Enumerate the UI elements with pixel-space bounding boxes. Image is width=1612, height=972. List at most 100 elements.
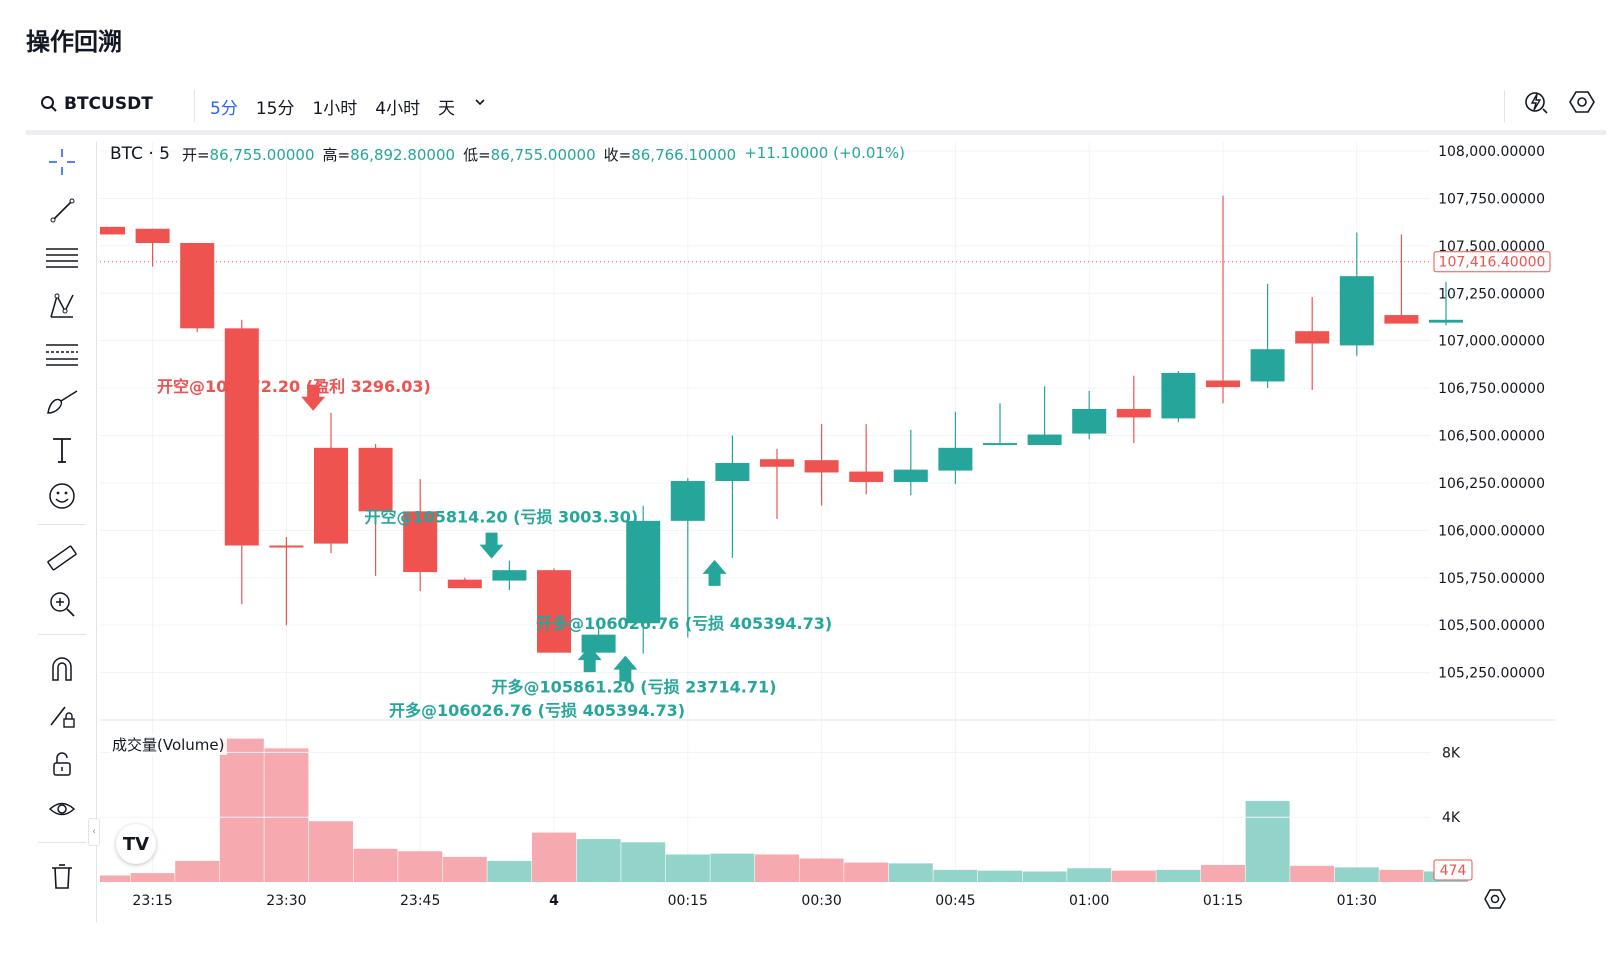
zoom-in-tool[interactable] <box>42 586 82 622</box>
time-tick-label: 23:45 <box>400 893 440 909</box>
magnet-tool[interactable] <box>42 650 82 686</box>
candle-body <box>492 570 527 581</box>
volume-bar <box>100 875 130 882</box>
candle-body <box>269 545 304 548</box>
last-volume-label: 474 <box>1440 863 1467 879</box>
last-volume-badge <box>1433 859 1473 881</box>
zoom-in-icon <box>50 592 75 617</box>
candle-body <box>1384 315 1419 324</box>
eye-icon <box>48 802 76 816</box>
legend-symbol: BTC · 5 <box>110 144 170 164</box>
candle-body <box>1250 349 1285 382</box>
interval-1h[interactable]: 1小时 <box>312 99 358 119</box>
legend-high: 高=86,892.80000 <box>322 146 456 164</box>
tool-divider <box>38 524 86 525</box>
sell-marker-arrow <box>301 384 326 411</box>
crosshair-tool[interactable] <box>42 144 82 180</box>
time-tick-label: 00:45 <box>935 893 975 909</box>
volume-bar <box>1290 865 1335 882</box>
pattern-icon <box>50 293 74 318</box>
trade-marker-label: 开多@105861.20 (亏损 23714.71) <box>492 677 777 696</box>
time-tick-label: 4 <box>549 893 559 909</box>
chevron-down-icon <box>475 99 485 106</box>
candle-body <box>358 447 393 512</box>
volume-bar <box>799 858 844 882</box>
interval-1d[interactable]: 天 <box>438 99 456 119</box>
price-tick-label: 105,750.00000 <box>1438 571 1545 587</box>
time-tick-label: 01:30 <box>1337 893 1377 909</box>
candle-body <box>983 443 1017 446</box>
trend-line-tool[interactable] <box>42 192 82 228</box>
visibility-tool[interactable] <box>42 792 82 828</box>
price-tick-label: 107,750.00000 <box>1438 191 1545 207</box>
horizontal-lines-tool[interactable] <box>42 240 82 276</box>
candle-body <box>893 469 928 482</box>
trade-marker-label: 开空@106272.20 (盈利 3296.03) <box>157 377 431 396</box>
candle-body <box>849 471 884 482</box>
volume-bar <box>1201 864 1245 882</box>
legend-close: 收=86,766.10000 <box>603 146 737 164</box>
time-tick-label: 01:15 <box>1203 893 1243 909</box>
chart-settings-button[interactable] <box>1484 888 1506 914</box>
volume-bar <box>309 821 353 882</box>
volume-bar <box>621 842 666 882</box>
volume-bar <box>665 854 710 882</box>
candle-body <box>1206 380 1240 388</box>
settings-button[interactable] <box>1568 88 1596 120</box>
candle-body <box>1161 372 1196 419</box>
collapse-toolbar-button[interactable]: ‹ <box>88 818 100 846</box>
trade-marker-label: 开多@106026.76 (亏损 405394.73) <box>389 701 685 720</box>
price-tick-label: 107,000.00000 <box>1438 334 1545 350</box>
remove-drawings-tool[interactable] <box>42 858 82 894</box>
horizontal-lines-icon <box>46 248 78 268</box>
volume-tick-label: 8K <box>1442 745 1461 761</box>
replay-button[interactable] <box>1522 88 1550 120</box>
candle-body <box>314 447 348 544</box>
volume-bar <box>844 862 889 882</box>
toolbar-divider-right <box>1504 90 1505 122</box>
lock-drawings-tool[interactable] <box>42 698 82 734</box>
interval-15m[interactable]: 15分 <box>255 99 295 119</box>
candle-body <box>760 459 794 467</box>
volume-bar <box>978 870 1022 882</box>
measure-tool[interactable] <box>42 540 82 576</box>
fib-tool[interactable] <box>42 336 82 372</box>
price-tick-label: 106,250.00000 <box>1438 476 1545 492</box>
trade-marker-label: 开多@106026.76 (亏损 405394.73) <box>536 614 832 633</box>
time-tick-label: 00:15 <box>668 893 708 909</box>
crosshair-icon <box>49 149 75 175</box>
page-title: 操作回溯 <box>26 28 122 56</box>
symbol-search[interactable]: BTCUSDT <box>40 94 153 114</box>
pattern-tool[interactable] <box>42 288 82 324</box>
candle-body <box>715 463 750 482</box>
legend-low: 低=86,755.00000 <box>463 146 596 164</box>
volume-bar <box>710 853 755 882</box>
buy-marker-arrow <box>577 646 602 673</box>
candle-body <box>1295 331 1330 344</box>
time-tick-label: 01:00 <box>1069 893 1109 909</box>
unlock-tool[interactable] <box>42 746 82 782</box>
volume-bar <box>219 738 264 882</box>
brush-icon <box>47 390 78 414</box>
brush-tool[interactable] <box>42 384 82 420</box>
candle-body <box>100 226 125 235</box>
interval-5m[interactable]: 5分 <box>210 99 238 119</box>
candlestick-chart[interactable]: 108,000.00000107,750.00000107,500.000001… <box>100 142 1556 922</box>
tradingview-logo[interactable]: TV <box>116 824 156 864</box>
settings-hexagon-icon <box>1484 889 1506 909</box>
settings-hexagon-icon <box>1569 91 1595 113</box>
emoji-tool[interactable] <box>42 478 82 514</box>
sell-marker-arrow <box>479 532 504 559</box>
interval-4h[interactable]: 4小时 <box>375 99 421 119</box>
text-tool[interactable] <box>42 432 82 468</box>
volume-pane-label: 成交量(Volume) <box>110 734 227 755</box>
candle-body <box>938 447 973 471</box>
candle-body <box>537 570 571 653</box>
interval-dropdown[interactable] <box>473 94 487 119</box>
ruler-icon <box>47 545 77 571</box>
volume-bar <box>353 848 398 882</box>
volume-bar <box>1245 801 1290 882</box>
volume-bar <box>1334 867 1379 882</box>
toolbar-separator <box>26 130 1606 135</box>
time-tick-label: 23:15 <box>132 893 172 909</box>
